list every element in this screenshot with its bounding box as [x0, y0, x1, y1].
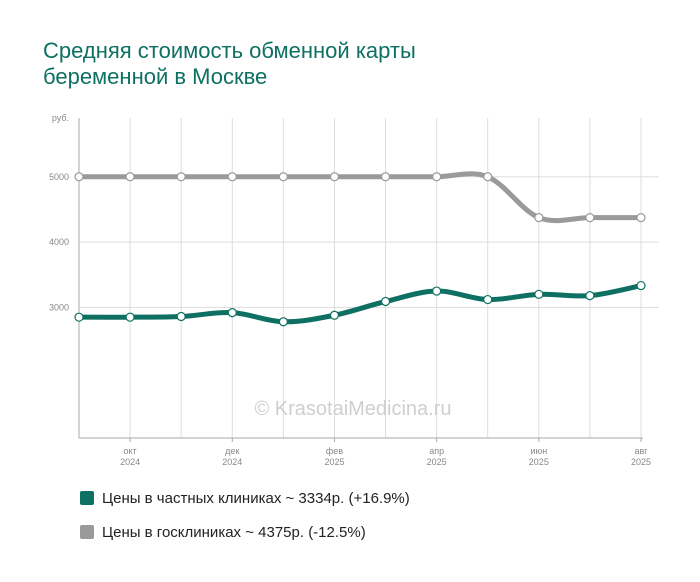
series-layer — [76, 171, 644, 325]
data-point[interactable] — [380, 296, 391, 307]
data-point[interactable] — [125, 172, 135, 182]
y-tick-label: 3000 — [49, 302, 69, 312]
x-tick-label-year: 2025 — [529, 457, 549, 467]
chart-title-line-1: Средняя стоимость обменной карты — [43, 38, 416, 63]
x-tick-label-month: авг — [634, 446, 648, 456]
data-point[interactable] — [278, 317, 288, 327]
data-point[interactable] — [329, 172, 340, 182]
chart-title: Средняя стоимость обменной карты беремен… — [43, 38, 603, 90]
data-point[interactable] — [227, 308, 237, 318]
legend-swatch-public — [80, 525, 94, 539]
data-point[interactable] — [432, 286, 442, 296]
watermark: © KrasotaiMedicina.ru — [254, 398, 451, 420]
x-tick-label-month: дек — [225, 446, 239, 456]
y-tick-label: 5000 — [49, 172, 69, 182]
chart-title-line-2: беременной в Москве — [43, 64, 268, 89]
data-point[interactable] — [74, 312, 84, 322]
legend: Цены в частных клиниках ~ 3334р. (+16.9%… — [80, 488, 410, 556]
data-point[interactable] — [329, 310, 340, 320]
x-tick-label-year: 2025 — [324, 457, 344, 467]
axis-layer: 300040005000руб.окт2024дек2024фев2025апр… — [49, 113, 651, 467]
data-point[interactable] — [636, 280, 646, 291]
legend-swatch-private — [80, 491, 94, 505]
points-layer — [74, 172, 646, 327]
x-tick-label-year: 2025 — [631, 457, 651, 467]
data-point[interactable] — [380, 172, 391, 182]
data-point[interactable] — [74, 172, 84, 182]
legend-item-public[interactable]: Цены в госклиниках ~ 4375р. (-12.5%) — [80, 522, 410, 542]
data-point[interactable] — [636, 212, 646, 223]
x-tick-label-month: фев — [326, 446, 343, 456]
data-point[interactable] — [227, 172, 237, 182]
y-axis-unit-label: руб. — [52, 113, 69, 123]
grid-layer — [78, 118, 659, 438]
data-point[interactable] — [534, 289, 544, 299]
data-point[interactable] — [483, 172, 493, 182]
x-tick-label-year: 2025 — [427, 457, 447, 467]
x-tick-label-year: 2024 — [222, 457, 242, 467]
series-line-0 — [76, 171, 644, 224]
series-line-1 — [76, 283, 644, 325]
data-point[interactable] — [432, 172, 442, 182]
legend-item-private[interactable]: Цены в частных клиниках ~ 3334р. (+16.9%… — [80, 488, 410, 508]
data-point[interactable] — [534, 212, 544, 223]
x-tick-label-year: 2024 — [120, 457, 140, 467]
x-tick-label-month: окт — [124, 446, 137, 456]
data-point[interactable] — [278, 172, 288, 182]
data-point[interactable] — [176, 311, 186, 322]
data-point[interactable] — [176, 172, 186, 182]
x-tick-label-month: июн — [530, 446, 547, 456]
data-point[interactable] — [585, 212, 595, 223]
data-point[interactable] — [483, 294, 493, 305]
y-tick-label: 4000 — [49, 237, 69, 247]
legend-label-private: Цены в частных клиниках ~ 3334р. (+16.9%… — [102, 489, 410, 507]
legend-label-public: Цены в госклиниках ~ 4375р. (-12.5%) — [102, 523, 366, 541]
data-point[interactable] — [585, 291, 595, 301]
x-tick-label-month: апр — [429, 446, 444, 456]
data-point[interactable] — [125, 312, 135, 322]
